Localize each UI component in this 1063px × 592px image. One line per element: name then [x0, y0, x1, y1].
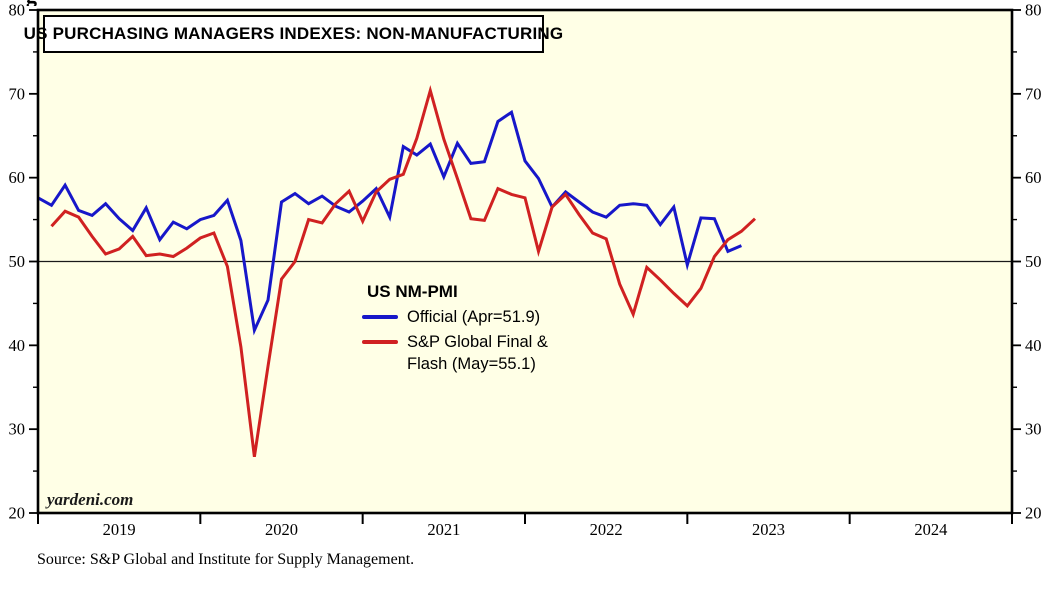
- y-tick-label-left: 70: [9, 84, 26, 103]
- x-axis: 2019 2020 2021 2022 2023 2024: [37, 513, 1013, 539]
- x-year-label: 2022: [590, 520, 623, 539]
- y-tick-label-right: 60: [1025, 168, 1042, 187]
- y-tick-label-left: 60: [9, 168, 26, 187]
- cropped-heading-artifact: g: [26, 0, 50, 6]
- y-tick-label-left: 80: [9, 1, 26, 20]
- y-axes: 20 20 30 30 40 40 50 50 60 60 70 70 80 80: [9, 1, 1042, 523]
- y-tick-label-right: 50: [1025, 252, 1042, 271]
- y-tick-label-left: 50: [9, 252, 26, 271]
- y-tick-label-right: 30: [1025, 420, 1042, 439]
- x-year-label: 2023: [752, 520, 785, 539]
- x-year-label: 2019: [103, 520, 136, 539]
- legend-item-official: Official (Apr=51.9): [362, 306, 548, 328]
- x-year-label: 2024: [914, 520, 947, 539]
- y-tick-label-right: 80: [1025, 1, 1042, 20]
- legend-label-sp-global: S&P Global Final & Flash (May=55.1): [407, 331, 548, 375]
- y-tick-label-left: 20: [9, 504, 26, 523]
- source-note: Source: S&P Global and Institute for Sup…: [37, 551, 415, 568]
- legend-label-official: Official (Apr=51.9): [407, 308, 541, 326]
- chart-title-box: US PURCHASING MANAGERS INDEXES: NON-MANU…: [24, 15, 563, 53]
- legend-label-sp-global-line1: S&P Global Final &: [407, 333, 548, 351]
- sp-global-line-swatch: [362, 340, 398, 344]
- chart-legend: US NM-PMI Official (Apr=51.9) S&P Global…: [362, 282, 548, 375]
- y-tick-label-right: 20: [1025, 504, 1042, 523]
- y-tick-label-left: 40: [9, 336, 26, 355]
- yardeni-watermark: yardeni.com: [47, 490, 134, 509]
- series-line-0: [37, 109, 742, 336]
- x-year-label: 2021: [427, 520, 460, 539]
- series-line-1: [50, 84, 757, 458]
- y-tick-label-right: 40: [1025, 336, 1042, 355]
- y-tick-label-right: 70: [1025, 84, 1042, 103]
- cropped-glyph: g: [26, 0, 37, 6]
- y-tick-label-left: 30: [9, 420, 26, 439]
- legend-item-sp-global: S&P Global Final & Flash (May=55.1): [362, 331, 548, 375]
- legend-header: US NM-PMI: [367, 282, 458, 301]
- official-line-swatch: [362, 315, 398, 319]
- chart-title: US PURCHASING MANAGERS INDEXES: NON-MANU…: [23, 24, 564, 43]
- legend-label-sp-global-line2: Flash (May=55.1): [407, 355, 536, 373]
- x-year-label: 2020: [265, 520, 298, 539]
